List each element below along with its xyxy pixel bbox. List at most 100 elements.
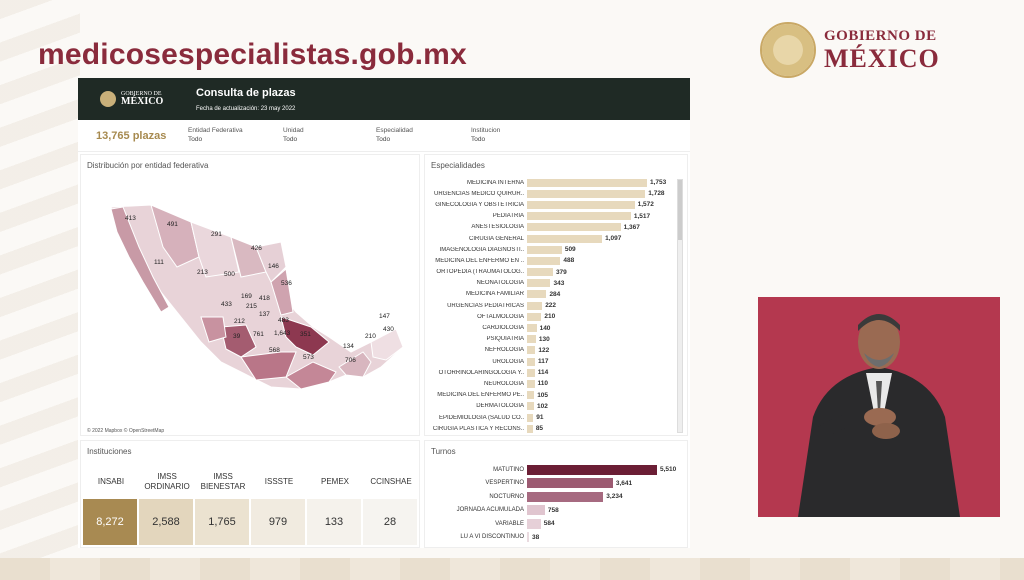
specialty-value: 91: [536, 414, 544, 422]
specialty-row[interactable]: CIRUGIA PLASTICA Y RECONS.. 85: [425, 423, 680, 434]
institution-column[interactable]: IMSS ORDINARIO 2,588: [139, 465, 195, 545]
specialty-row[interactable]: MEDICINA DEL ENFERMO EN .. 488: [425, 255, 680, 266]
specialty-row[interactable]: MEDICINA INTERNA 1,753: [425, 177, 680, 188]
shift-row[interactable]: JORNADA ACUMULADA 758: [425, 504, 685, 518]
dashboard-title: Consulta de plazas: [196, 86, 296, 99]
specialty-name: GINECOLOGIA Y OBSTETRICIA: [435, 201, 524, 208]
specialty-bar[interactable]: [527, 357, 535, 366]
filter-unidad[interactable]: Unidad Todo: [283, 127, 376, 144]
specialty-value: 343: [553, 279, 565, 287]
dashboard-logo: GOBIERNO DE MÉXICO: [78, 91, 178, 107]
shift-row[interactable]: MATUTINO 5,510: [425, 463, 685, 477]
shift-name: VESPERTINO: [485, 480, 524, 487]
specialty-row[interactable]: NEONATOLOGIA 343: [425, 278, 680, 289]
shift-row[interactable]: VARIABLE 584: [425, 517, 685, 531]
specialty-row[interactable]: NEUROLOGIA 110: [425, 378, 680, 389]
specialty-bar[interactable]: [527, 301, 543, 310]
site-title: medicosespecialistas.gob.mx: [38, 38, 467, 71]
shift-bar[interactable]: [527, 478, 613, 489]
total-plazas: 13,765 plazas: [96, 129, 167, 142]
specialty-value: 140: [539, 324, 551, 332]
specialty-row[interactable]: DERMATOLOGIA 102: [425, 401, 680, 412]
institution-column[interactable]: INSABI 8,272: [83, 465, 139, 545]
specialty-name: UROLOGIA: [492, 358, 524, 365]
filter-label: Unidad: [283, 127, 304, 135]
shift-row[interactable]: LU A VI DISCONTINUO 38: [425, 531, 685, 545]
specialty-row[interactable]: ORTOPEDIA (TRAUMATOLOG.. 379: [425, 267, 680, 278]
shift-name: VARIABLE: [495, 520, 524, 527]
map-value-label: 169: [241, 293, 252, 300]
specialty-name: MEDICINA DEL ENFERMO PE..: [437, 392, 524, 399]
shift-bar[interactable]: [527, 532, 529, 543]
institution-column[interactable]: ISSSTE 979: [251, 465, 307, 545]
shift-bar[interactable]: [527, 464, 657, 475]
specialty-value: 1,097: [605, 235, 622, 243]
specialty-row[interactable]: IMAGENOLOGIA DIAGNOSTI.. 509: [425, 244, 680, 255]
specialty-row[interactable]: PSIQUIATRIA 130: [425, 334, 680, 345]
shift-row[interactable]: NOCTURNO 3,234: [425, 490, 685, 504]
specialty-bar[interactable]: [527, 178, 647, 187]
filter-especialidad[interactable]: Especialidad Todo: [376, 127, 471, 144]
specialty-value: 1,572: [637, 201, 654, 209]
specialty-bar[interactable]: [527, 268, 553, 277]
specialty-row[interactable]: PEDIATRIA 1,517: [425, 211, 680, 222]
institution-column[interactable]: IMSS BIENESTAR 1,765: [195, 465, 251, 545]
specialty-bar[interactable]: [527, 368, 535, 377]
specialty-row[interactable]: UROLOGIA 117: [425, 356, 680, 367]
specialty-bar[interactable]: [527, 234, 603, 243]
specialty-name: DERMATOLOGIA: [476, 403, 524, 410]
shift-row[interactable]: VESPERTINO 3,641: [425, 477, 685, 491]
institution-name: ISSSTE: [264, 477, 294, 487]
specialty-bar[interactable]: [527, 312, 542, 321]
specialty-bar[interactable]: [527, 290, 547, 299]
specialty-value: 509: [564, 246, 576, 254]
specialty-row[interactable]: URGENCIAS PEDIATRICAS 222: [425, 300, 680, 311]
specialty-bar[interactable]: [527, 324, 537, 333]
specialty-bar[interactable]: [527, 245, 562, 254]
filter-institucion[interactable]: Institucion Todo: [471, 127, 566, 144]
specialty-row[interactable]: MEDICINA FAMILIAR 284: [425, 289, 680, 300]
specialty-bar[interactable]: [527, 212, 631, 221]
dashboard: GOBIERNO DE MÉXICO Consulta de plazas Fe…: [78, 78, 690, 548]
specialty-value: 1,367: [623, 223, 640, 231]
specialty-row[interactable]: NEFROLOGIA 122: [425, 345, 680, 356]
specialty-row[interactable]: OFTALMOLOGIA 210: [425, 311, 680, 322]
shift-bar[interactable]: [527, 491, 604, 502]
institution-column[interactable]: CCINSHAE 28: [363, 465, 419, 545]
institution-column[interactable]: PEMEX 133: [307, 465, 363, 545]
specialty-bar[interactable]: [527, 413, 534, 422]
shift-bar[interactable]: [527, 518, 541, 529]
specialty-bar[interactable]: [527, 424, 533, 433]
specialty-row[interactable]: URGENCIAS MEDICO QUIRUR.. 1,728: [425, 188, 680, 199]
specialty-value: 1,728: [648, 190, 665, 198]
specialty-bar[interactable]: [527, 223, 621, 232]
filter-value: Todo: [188, 135, 203, 143]
specialty-bar[interactable]: [527, 402, 534, 411]
specialty-bar[interactable]: [527, 189, 646, 198]
map-value-label: 536: [281, 280, 292, 287]
specialty-row[interactable]: CIRUGIA GENERAL 1,097: [425, 233, 680, 244]
scrollbar-thumb[interactable]: [678, 180, 682, 240]
specialty-name: MEDICINA DEL ENFERMO EN ..: [435, 257, 524, 264]
specialty-row[interactable]: GINECOLOGIA Y OBSTETRICIA 1,572: [425, 199, 680, 210]
specialty-bar[interactable]: [527, 279, 551, 288]
specialty-bar[interactable]: [527, 346, 536, 355]
specialty-row[interactable]: MEDICINA DEL ENFERMO PE.. 105: [425, 390, 680, 401]
specialty-row[interactable]: CARDIOLOGIA 140: [425, 322, 680, 333]
mexico-map[interactable]: 413 491 111 291 426 146 213 500 536 169 …: [81, 177, 421, 437]
specialty-bar[interactable]: [527, 256, 561, 265]
specialty-row[interactable]: EPIDEMIOLOGIA (SALUD CO.. 91: [425, 412, 680, 423]
specialty-bar[interactable]: [527, 335, 536, 344]
specialties-scrollbar[interactable]: [677, 179, 683, 433]
filter-bar: 13,765 plazas Entidad Federativa Todo Un…: [78, 120, 690, 152]
specialty-bar[interactable]: [527, 391, 535, 400]
specialty-row[interactable]: OTORRINOLARINGOLOGIA Y.. 114: [425, 367, 680, 378]
map-value-label: 483: [278, 317, 289, 324]
institutions-title: Instituciones: [87, 447, 132, 456]
filter-entidad[interactable]: Entidad Federativa Todo: [188, 127, 283, 144]
shift-bar[interactable]: [527, 505, 545, 516]
shifts-panel: Turnos MATUTINO 5,510 VESPERTINO 3,641 NOCTU…: [424, 440, 688, 548]
specialty-bar[interactable]: [527, 379, 535, 388]
specialty-bar[interactable]: [527, 200, 635, 209]
specialty-row[interactable]: ANESTESIOLOGIA 1,367: [425, 222, 680, 233]
